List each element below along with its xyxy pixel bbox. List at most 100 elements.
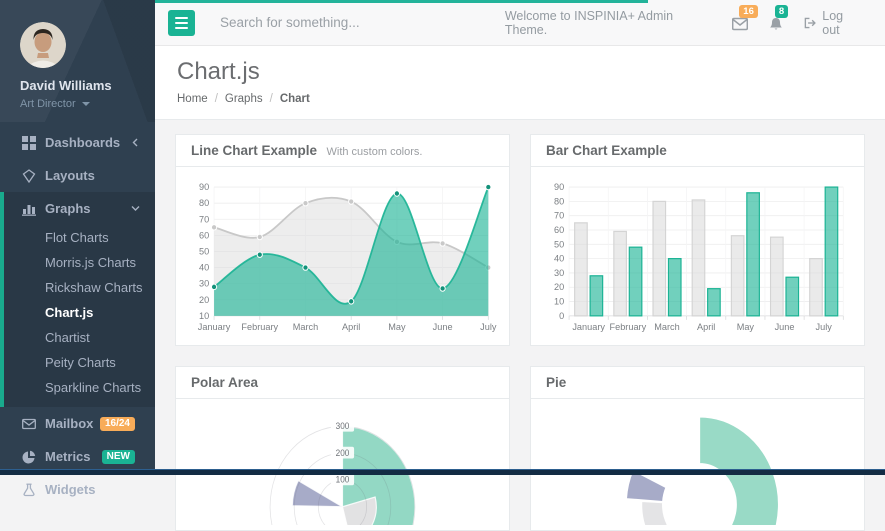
sidebar-item-morris-charts[interactable]: Morris.js Charts <box>45 255 137 270</box>
sidebar-group-graphs: Graphs Flot Charts Morris.js Charts Rick… <box>0 192 155 407</box>
svg-text:30: 30 <box>554 268 564 278</box>
svg-text:50: 50 <box>199 246 209 256</box>
sign-out-icon <box>804 17 816 28</box>
svg-text:30: 30 <box>199 279 209 289</box>
panel-title: Polar Area <box>191 375 259 390</box>
svg-text:50: 50 <box>554 239 564 249</box>
panel-title: Line Chart Example <box>191 143 318 158</box>
envelope-icon <box>22 418 36 429</box>
graphs-submenu: Flot Charts Morris.js Charts Rickshaw Ch… <box>4 225 155 407</box>
messages-count-badge: 16 <box>739 4 758 18</box>
flask-icon <box>23 483 35 496</box>
svg-text:0: 0 <box>559 311 564 321</box>
user-role: Art Director <box>20 98 76 110</box>
page-load-progress-bar <box>155 0 648 3</box>
logout-label: Log out <box>822 8 844 37</box>
top-navbar: Welcome to INSPINIA+ Admin Theme. 16 8 <box>155 0 885 46</box>
sidebar-nav: Dashboards Layouts Graphs <box>0 126 155 506</box>
logout-button[interactable]: Log out <box>804 9 863 37</box>
main-area: Welcome to INSPINIA+ Admin Theme. 16 8 <box>155 0 885 531</box>
panel-subtitle: With custom colors. <box>326 146 423 158</box>
diamond-icon <box>22 168 36 183</box>
page-heading: Chart.js Home Graphs Chart <box>155 46 885 120</box>
breadcrumb: Home Graphs Chart <box>177 93 863 105</box>
messages-button[interactable]: 16 <box>732 4 758 31</box>
panel-pie: Pie <box>530 366 865 531</box>
svg-text:40: 40 <box>554 253 564 263</box>
svg-text:April: April <box>342 322 360 332</box>
svg-text:20: 20 <box>554 282 564 292</box>
sidebar-item-widgets[interactable]: Widgets <box>4 473 155 506</box>
alerts-count-badge: 8 <box>774 4 789 18</box>
sidebar: David Williams Art Director Dashboards <box>0 0 155 497</box>
avatar[interactable] <box>20 22 66 68</box>
bar-chart: 0 10 20 30 40 50 60 70 80 90 January February March A… <box>554 182 844 332</box>
sidebar-item-flot-charts[interactable]: Flot Charts <box>45 230 109 245</box>
svg-text:January: January <box>572 322 605 332</box>
pie-icon <box>22 450 36 463</box>
sidebar-item-mailbox[interactable]: Mailbox 16/24 <box>4 407 155 440</box>
grid-icon <box>22 135 36 150</box>
svg-text:80: 80 <box>199 198 209 208</box>
svg-text:200: 200 <box>336 447 350 458</box>
svg-text:60: 60 <box>199 230 209 240</box>
svg-text:May: May <box>737 322 755 332</box>
svg-text:90: 90 <box>554 182 564 192</box>
svg-text:March: March <box>654 322 679 332</box>
sidebar-item-graphs[interactable]: Graphs <box>4 192 155 225</box>
svg-text:June: June <box>433 322 453 332</box>
svg-text:June: June <box>775 322 795 332</box>
user-name: David Williams <box>20 78 112 93</box>
line-chart: 10 20 30 40 50 60 70 80 90 January February March Ap… <box>198 182 497 332</box>
profile-section: David Williams Art Director <box>0 0 155 122</box>
svg-text:July: July <box>816 322 833 332</box>
sidebar-item-chartjs[interactable]: Chart.js <box>45 305 94 320</box>
user-role-dropdown[interactable]: Art Director <box>20 98 155 110</box>
bell-icon <box>770 17 782 29</box>
svg-text:70: 70 <box>554 211 564 221</box>
svg-text:100: 100 <box>336 474 350 485</box>
envelope-icon <box>732 17 749 30</box>
svg-text:80: 80 <box>554 196 564 206</box>
polar-area-chart: 300 200 100 <box>269 419 416 525</box>
caret-down-icon <box>81 102 90 106</box>
welcome-message: Welcome to INSPINIA+ Admin Theme. <box>504 8 674 37</box>
avatar-image <box>20 22 66 68</box>
chevron-down-icon <box>131 206 140 211</box>
svg-text:60: 60 <box>554 225 564 235</box>
sidebar-item-dashboards[interactable]: Dashboards <box>4 126 155 159</box>
panel-line-chart: Line Chart Example With custom colors. 1… <box>175 134 510 346</box>
panel-title: Pie <box>546 375 567 390</box>
svg-text:90: 90 <box>199 182 209 192</box>
breadcrumb-current: Chart <box>263 93 310 105</box>
sidebar-item-layouts[interactable]: Layouts <box>4 159 155 192</box>
svg-text:March: March <box>293 322 318 332</box>
svg-text:10: 10 <box>554 296 564 306</box>
svg-text:February: February <box>241 322 278 332</box>
sidebar-item-peity-charts[interactable]: Peity Charts <box>45 355 116 370</box>
breadcrumb-graphs[interactable]: Graphs <box>208 93 263 105</box>
svg-text:300: 300 <box>336 421 350 432</box>
hamburger-icon <box>175 16 188 19</box>
navbar-right: Welcome to INSPINIA+ Admin Theme. 16 8 <box>504 4 863 37</box>
svg-text:January: January <box>198 322 231 332</box>
sidebar-item-metrics[interactable]: Metrics NEW <box>4 440 155 473</box>
page-title: Chart.js <box>177 58 260 85</box>
chevron-left-icon <box>132 138 138 147</box>
panel-bar-chart: Bar Chart Example 0 10 20 30 40 50 60 70 80 90 Jan… <box>530 134 865 346</box>
search-input[interactable] <box>220 15 505 30</box>
svg-text:20: 20 <box>199 295 209 305</box>
alerts-button[interactable]: 8 <box>768 4 789 31</box>
taskbar-strip <box>0 469 885 475</box>
svg-text:May: May <box>388 322 406 332</box>
breadcrumb-home[interactable]: Home <box>177 93 208 105</box>
sidebar-item-rickshaw-charts[interactable]: Rickshaw Charts <box>45 280 143 295</box>
svg-text:70: 70 <box>199 214 209 224</box>
svg-text:10: 10 <box>199 311 209 321</box>
pie-chart <box>625 415 780 525</box>
sidebar-item-sparkline-charts[interactable]: Sparkline Charts <box>45 380 142 395</box>
mailbox-badge: 16/24 <box>99 416 135 431</box>
sidebar-toggle-button[interactable] <box>168 9 195 36</box>
panel-polar-area: Polar Area 300 200 100 <box>175 366 510 531</box>
sidebar-item-chartist[interactable]: Chartist <box>45 330 90 345</box>
